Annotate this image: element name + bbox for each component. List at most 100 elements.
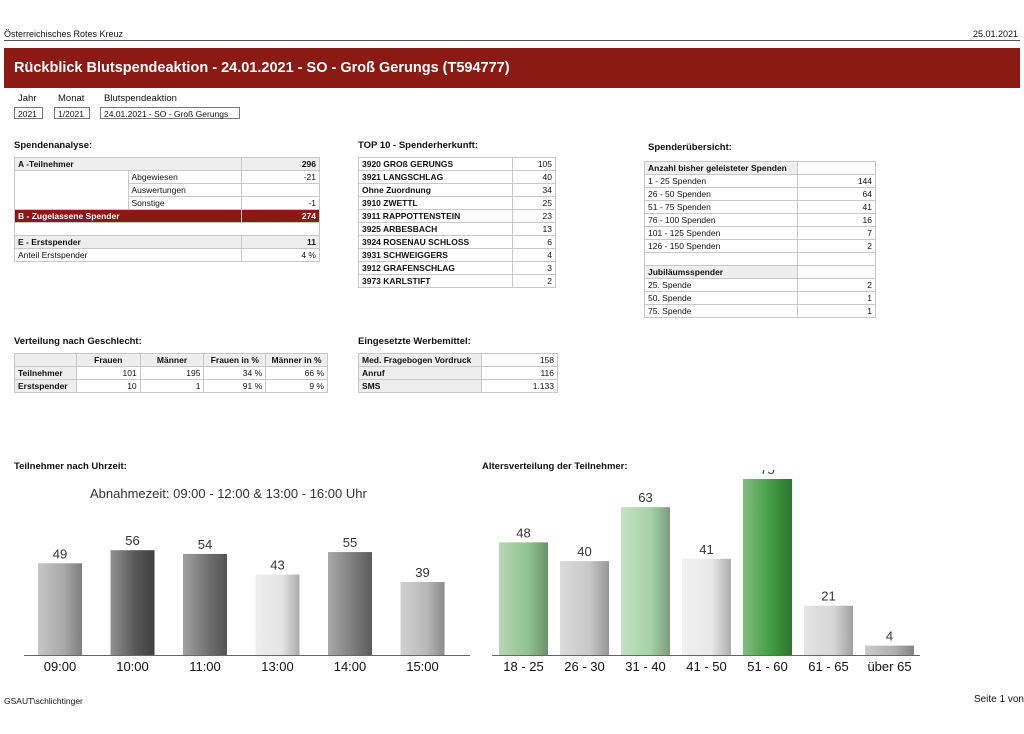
top10-name: 3911 RAPPOTTENSTEIN (357, 209, 514, 223)
x-tick-label: 31 - 40 (625, 659, 665, 674)
bar-value-label: 4 (886, 629, 893, 644)
chart-teilnehmer-uhrzeit: Abnahmezeit: 09:00 - 12:00 & 13:00 - 16:… (24, 486, 470, 674)
anzahl-value: 2 (797, 239, 876, 253)
bar-51-60 (743, 479, 792, 655)
anzahl-header: Anzahl bisher geleisteter Spenden (643, 161, 799, 175)
filter-aktion[interactable]: 24.01.2021 - SO - Groß Gerungs (100, 107, 240, 119)
bar-value-label: 54 (198, 537, 212, 552)
bar-value-label: 40 (577, 544, 591, 559)
bar-value-label: 63 (638, 490, 652, 505)
top10-title: TOP 10 - Spenderherkunft: (358, 140, 479, 151)
bar-26-30 (560, 561, 609, 655)
geschlecht-cell: 91 % (203, 379, 267, 393)
auswertungen-label: Auswertungen (127, 183, 243, 197)
bar-value-label: 56 (125, 533, 139, 548)
geschlecht-cell: 195 (139, 366, 205, 380)
geschlecht-cell: 10 (75, 379, 141, 393)
bar-value-label: 43 (270, 558, 284, 573)
organization-name: Österreichisches Rotes Kreuz (4, 29, 124, 39)
top10-name: 3921 LANGSCHLAG (357, 170, 514, 184)
x-tick-label: 41 - 50 (686, 659, 726, 674)
uebersicht-table: Anzahl bisher geleisteter Spenden 1 - 25 … (643, 161, 876, 318)
x-tick-label: 13:00 (261, 659, 294, 674)
report-title: Rückblick Blutspendeaktion - 24.01.2021 … (4, 48, 1020, 88)
bar-18-25 (499, 542, 548, 655)
bar-15-00 (400, 582, 445, 655)
footer-page: Seite 1 von (973, 694, 1024, 705)
anteil-label: Anteil Erstspender (13, 248, 243, 262)
auswertungen-value (241, 183, 320, 197)
spendenanalyse-title: Spendenanalyse: (14, 140, 93, 151)
anzahl-value: 144 (797, 174, 876, 188)
x-tick-label: 51 - 60 (747, 659, 787, 674)
top10-name: 3931 SCHWEIGGERS (357, 248, 514, 262)
anzahl-label: 26 - 50 Spenden (643, 187, 799, 201)
anzahl-label: 1 - 25 Spenden (643, 174, 799, 188)
filter-label-jahr: Jahr (18, 93, 37, 104)
filter-monat[interactable]: 1/2021 (54, 107, 90, 119)
top10-name: 3910 ZWETTL (357, 196, 514, 210)
bar-14-00 (328, 552, 372, 655)
teilnehmer-label: A -Teilnehmer (13, 157, 243, 171)
anzahl-label: 126 - 150 Spenden (643, 239, 799, 253)
bar-10-00 (110, 550, 155, 655)
top10-value: 23 (512, 209, 556, 223)
abgewiesen-label: Abgewiesen (127, 170, 243, 184)
zugelassene-value: 274 (241, 209, 320, 223)
jubi-value: 1 (797, 291, 876, 305)
top10-name: 3925 ARBESBACH (357, 222, 514, 236)
bar-value-label: 75 (760, 470, 774, 477)
top10-value: 13 (512, 222, 556, 236)
x-tick-label: 26 - 30 (564, 659, 604, 674)
x-tick-label: 15:00 (406, 659, 439, 674)
bar-value-label: 21 (821, 589, 835, 604)
anzahl-value: 7 (797, 226, 876, 240)
werbemittel-value: 158 (481, 353, 558, 367)
top10-name: 3912 GRAFENSCHLAG (357, 261, 514, 275)
x-tick-label: 61 - 65 (808, 659, 848, 674)
teilnehmer-value: 296 (241, 157, 320, 171)
x-tick-label: 14:00 (334, 659, 367, 674)
geschlecht-title: Verteilung nach Geschlecht: (14, 336, 142, 347)
werbemittel-label: Anruf (357, 366, 483, 380)
top10-name: 3973 KARLSTIFT (357, 274, 514, 288)
anzahl-label: 51 - 75 Spenden (643, 200, 799, 214)
report-date: 25.01.2021 (972, 29, 1018, 39)
bar-value-label: 41 (699, 542, 713, 557)
filter-jahr[interactable]: 2021 (14, 107, 43, 119)
werbemittel-label: SMS (357, 379, 483, 393)
geschlecht-header: Männer in % (265, 353, 328, 367)
chart-annotation: Abnahmezeit: 09:00 - 12:00 & 13:00 - 16:… (90, 486, 367, 501)
top10-value: 40 (512, 170, 556, 184)
bar-value-label: 55 (343, 535, 357, 550)
werbemittel-value: 116 (481, 366, 558, 380)
filter-label-monat: Monat (58, 93, 85, 104)
x-tick-label: über 65 (867, 659, 911, 674)
bar-value-label: 49 (53, 546, 67, 561)
anzahl-value: 64 (797, 187, 876, 201)
anzahl-label: 76 - 100 Spenden (643, 213, 799, 227)
bar-41-50 (682, 558, 731, 655)
top10-table: 3920 GROß GERUNGS 105 3921 LANGSCHLAG 40 Ohn… (357, 157, 556, 288)
werbemittel-label: Med. Fragebogen Vordruck (357, 353, 483, 367)
bar-61-65 (804, 605, 853, 655)
jubi-label: 50. Spende (643, 291, 799, 305)
x-tick-label: 18 - 25 (503, 659, 543, 674)
geschlecht-cell: 34 % (203, 366, 267, 380)
x-tick-label: 11:00 (189, 659, 221, 674)
geschlecht-cell: 66 % (265, 366, 328, 380)
top10-value: 4 (512, 248, 556, 262)
sonstige-label: Sonstige (127, 196, 243, 210)
filter-label-aktion: Blutspendeaktion (104, 93, 177, 104)
bar-31-40 (621, 507, 670, 655)
werbemittel-table: Med. Fragebogen Vordruck 158 Anruf 116 SMS 1.… (357, 353, 558, 393)
jubi-value: 1 (797, 304, 876, 318)
top10-value: 25 (512, 196, 556, 210)
geschlecht-header: Frauen in % (203, 353, 267, 367)
top10-value: 3 (512, 261, 556, 275)
geschlecht-cell: 101 (75, 366, 141, 380)
sonstige-value: -1 (241, 196, 320, 210)
bar-value-label: 39 (415, 565, 429, 580)
top10-value: 6 (512, 235, 556, 249)
geschlecht-cell: 9 % (265, 379, 328, 393)
